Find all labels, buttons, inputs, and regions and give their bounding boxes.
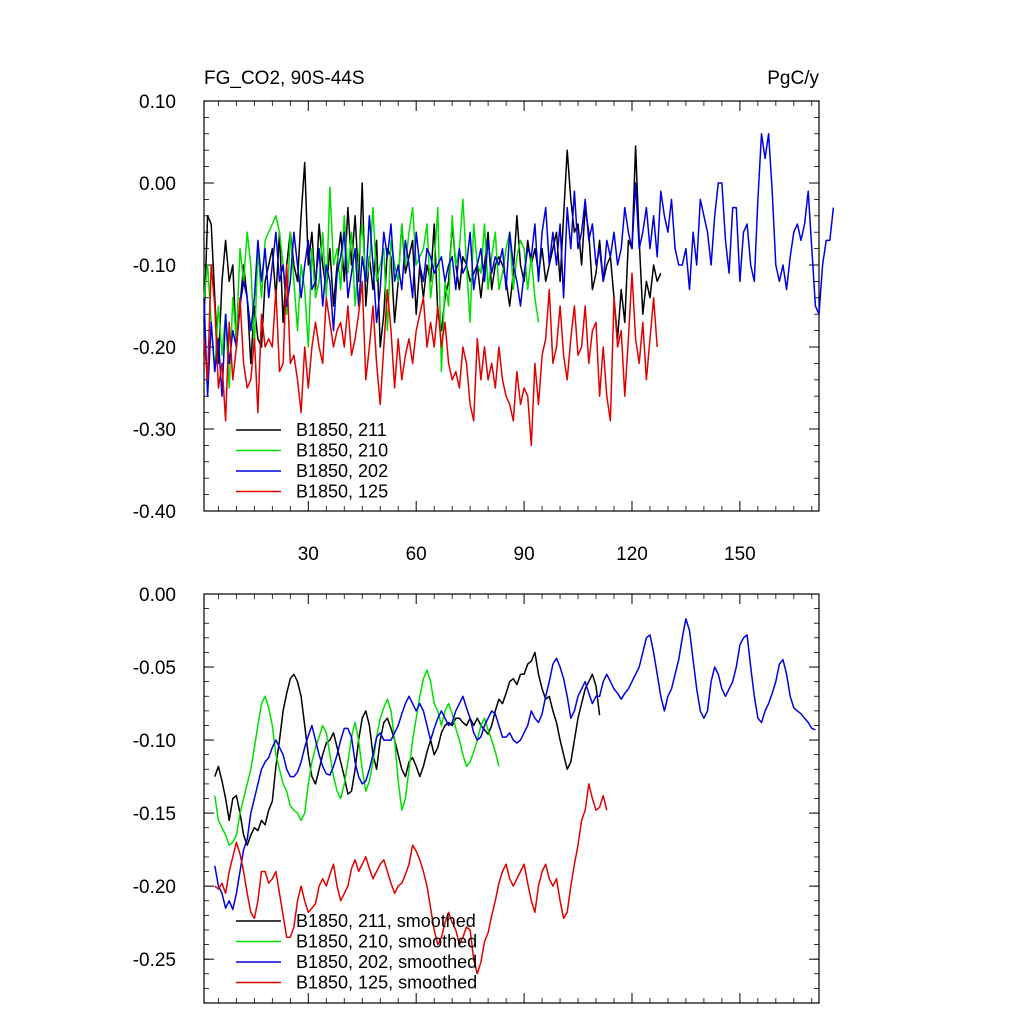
y-tick-label: -0.30 xyxy=(133,420,176,441)
series-line-run_210 xyxy=(203,186,540,389)
y-tick-label: -0.20 xyxy=(133,338,176,359)
series-line-run_211 xyxy=(214,651,601,846)
x-tick-label: 30 xyxy=(298,544,319,565)
legend-label-run_202: B1850, 202 xyxy=(296,461,388,481)
top-ticks: -0.40 -0.30 -0.20 -0.10 0.00 0.10 30 60 90 120 150 xyxy=(133,92,819,565)
y-tick-label: -0.40 xyxy=(133,502,176,523)
bottom-ticks: -0.25 -0.20 -0.15 -0.10 -0.05 0.00 xyxy=(133,585,819,1004)
series-line-run_125 xyxy=(214,783,608,975)
x-tick-label: 120 xyxy=(616,544,648,565)
legend-label-run_211: B1850, 211, smoothed xyxy=(296,911,476,931)
legend-label-run_210: B1850, 210 xyxy=(296,441,388,461)
bottom-series-lines xyxy=(214,618,816,975)
x-tick-label: 150 xyxy=(724,544,756,565)
top-series-lines xyxy=(203,133,835,447)
series-line-run_202 xyxy=(203,133,835,397)
y-tick-label: -0.15 xyxy=(133,804,176,825)
chart-title: FG_CO2, 90S-44S xyxy=(204,68,365,89)
series-line-run_202 xyxy=(214,618,816,911)
legend-label-run_125: B1850, 125 xyxy=(296,482,388,502)
series-line-run_211 xyxy=(203,145,662,365)
x-tick-label: 90 xyxy=(514,544,535,565)
y-tick-label: -0.20 xyxy=(133,877,176,898)
chart-units: PgC/y xyxy=(767,68,819,89)
y-tick-label: -0.25 xyxy=(133,950,176,971)
legend-label-run_211: B1850, 211 xyxy=(296,420,387,440)
y-tick-label: 0.00 xyxy=(139,585,176,606)
y-tick-label: 0.10 xyxy=(139,92,176,113)
series-line-run_210 xyxy=(214,669,500,846)
series-line-run_125 xyxy=(203,264,658,447)
legend-label-run_125: B1850, 125, smoothed xyxy=(296,973,477,993)
y-tick-label: -0.05 xyxy=(133,658,176,679)
y-tick-label: -0.10 xyxy=(133,256,176,277)
legend-label-run_210: B1850, 210, smoothed xyxy=(296,932,477,952)
legend-label-run_202: B1850, 202, smoothed xyxy=(296,952,477,972)
y-tick-label: 0.00 xyxy=(139,174,176,195)
bottom-panel: -0.25 -0.20 -0.15 -0.10 -0.05 0.00 B1850, 211… xyxy=(133,585,820,1004)
top-panel: -0.40 -0.30 -0.20 -0.10 0.00 0.10 30 60 90 120 150… xyxy=(133,92,835,565)
y-tick-label: -0.10 xyxy=(133,731,176,752)
x-tick-label: 60 xyxy=(406,544,427,565)
